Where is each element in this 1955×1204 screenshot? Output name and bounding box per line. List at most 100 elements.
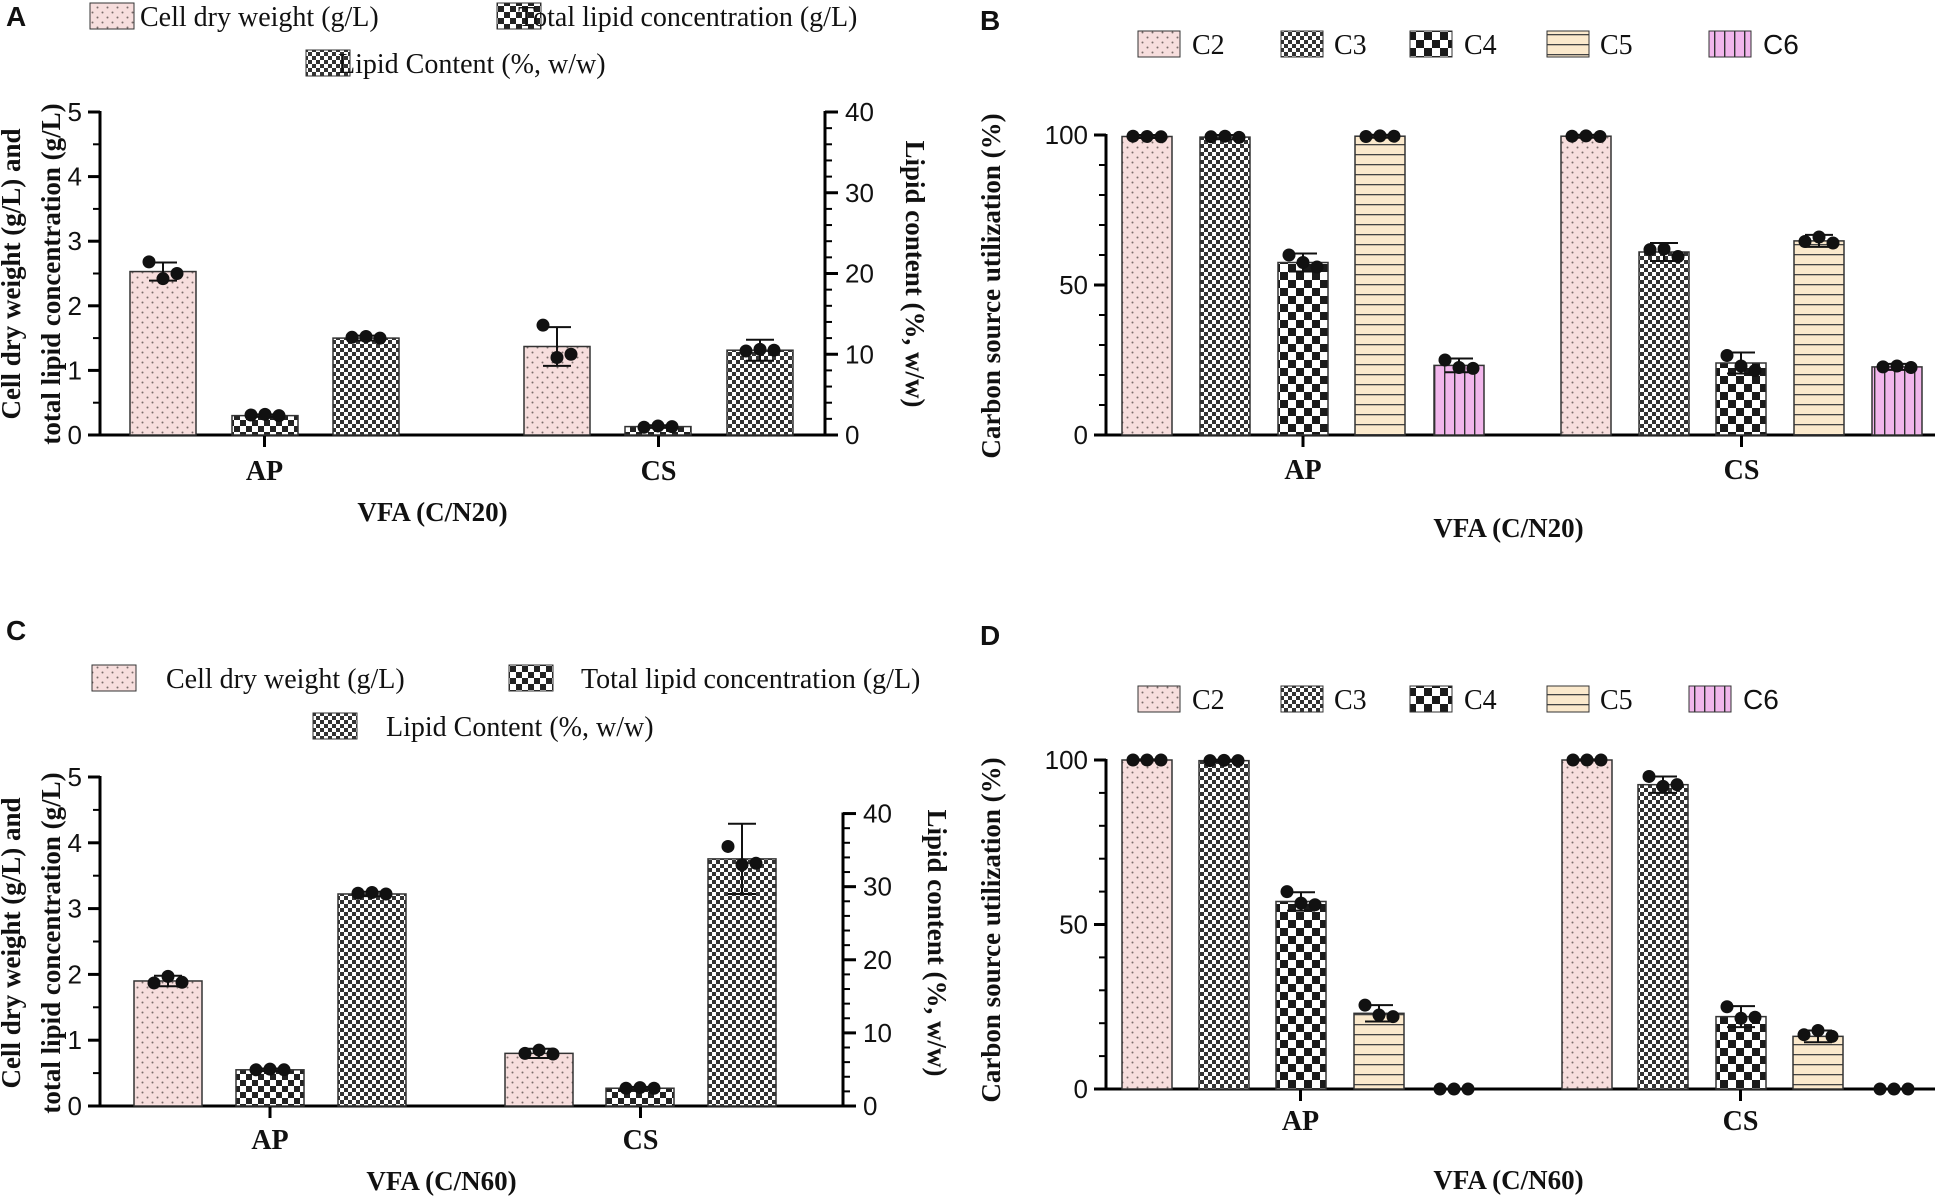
legend-label: C2 <box>1192 685 1225 716</box>
replicate-point <box>651 419 665 433</box>
x-category-label: AP <box>251 1125 288 1156</box>
legend-label: C5 <box>1600 30 1633 61</box>
replicate-point <box>1657 242 1671 256</box>
legend-swatch <box>1280 30 1324 58</box>
replicate-point <box>170 267 184 280</box>
replicate-point <box>1126 753 1140 767</box>
replicate-point <box>1643 243 1657 257</box>
replicate-point <box>1154 130 1168 144</box>
bar <box>1277 261 1329 436</box>
replicate-point <box>1126 129 1140 143</box>
y-axis-title-line: Cell dry weight (g/L) and <box>0 797 26 1088</box>
panel-letter: B <box>980 5 1000 36</box>
legend-swatch <box>1409 685 1453 713</box>
replicate-point <box>1466 361 1480 375</box>
y-right-tick-label: 10 <box>863 1018 892 1048</box>
replicate-point <box>647 1081 661 1095</box>
replicate-point <box>1204 130 1218 144</box>
replicate-point <box>1887 1082 1901 1096</box>
y-right-tick-label: 20 <box>845 259 874 289</box>
replicate-point <box>1890 359 1904 373</box>
legend-swatch <box>1688 685 1732 713</box>
replicate-point <box>258 407 272 421</box>
replicate-point <box>749 856 763 870</box>
y-tick-label: 100 <box>1045 120 1088 150</box>
replicate-point <box>1579 129 1593 143</box>
y-axis-title-line: total lipid concentration (g/L) <box>36 772 66 1113</box>
replicate-point <box>1720 1000 1734 1014</box>
bar <box>129 270 197 436</box>
x-category-label: CS <box>1724 455 1760 486</box>
bar <box>1637 783 1689 1090</box>
y-right-tick-label: 0 <box>863 1091 877 1121</box>
replicate-point <box>1811 1023 1825 1037</box>
bar <box>1871 366 1923 436</box>
replicate-point <box>1438 353 1452 367</box>
bar <box>133 980 203 1107</box>
bar <box>1275 900 1327 1090</box>
legend-label: C3 <box>1334 30 1367 61</box>
replicate-point <box>263 1062 277 1076</box>
legend-item: Total lipid concentration (g/L) <box>496 2 857 33</box>
bar <box>1715 1015 1767 1090</box>
y-right-tick-label: 20 <box>863 945 892 975</box>
legend-label: C2 <box>1192 30 1225 61</box>
bar <box>1793 240 1845 436</box>
replicate-point <box>1798 235 1812 248</box>
bar <box>1560 135 1612 436</box>
x-category-label: AP <box>1282 1106 1319 1137</box>
legend-label: Total lipid concentration (g/L) <box>581 664 920 695</box>
replicate-point <box>156 272 170 286</box>
legend-item: C3 <box>1280 30 1367 61</box>
bar <box>1121 135 1173 436</box>
y-right-tick-label: 0 <box>845 420 859 450</box>
x-axis-title: VFA (C/N20) <box>357 497 507 527</box>
bar <box>332 337 400 436</box>
panel-letter: C <box>6 615 26 646</box>
replicate-point <box>1748 364 1762 377</box>
replicate-point <box>1308 898 1322 912</box>
legend-item: Lipid Content (%, w/w) <box>305 49 606 80</box>
replicate-point <box>633 1081 647 1095</box>
legend-swatch <box>312 712 358 740</box>
legend-swatch <box>1137 30 1181 58</box>
bar <box>337 893 407 1107</box>
legend-item: C3 <box>1280 685 1367 716</box>
y-axis-title-line: Cell dry weight (g/L) and <box>0 128 26 419</box>
replicate-point <box>1565 129 1579 143</box>
legend-swatch <box>89 2 135 30</box>
x-axis-title: VFA (C/N60) <box>366 1166 516 1196</box>
replicate-point <box>550 350 564 364</box>
legend-label: Cell dry weight (g/L) <box>140 2 379 33</box>
legend-swatch <box>305 49 351 77</box>
replicate-point <box>1140 130 1154 143</box>
bar <box>1433 364 1485 436</box>
legend-label: C4 <box>1464 30 1497 61</box>
y-tick-label: 4 <box>68 162 82 192</box>
legend-item: Total lipid concentration (g/L) <box>508 664 920 695</box>
x-category-label: AP <box>1284 455 1321 486</box>
replicate-point <box>518 1046 532 1060</box>
replicate-point <box>1447 1082 1461 1096</box>
replicate-point <box>721 839 735 853</box>
replicate-point <box>1797 1028 1811 1042</box>
legend-label: C6 <box>1763 29 1799 60</box>
replicate-point <box>532 1043 546 1057</box>
legend-label: C5 <box>1600 685 1633 716</box>
legend-swatch <box>1137 685 1181 713</box>
legend-swatch <box>1708 30 1752 58</box>
legend-label: Total lipid concentration (g/L) <box>518 2 857 33</box>
x-axis-title: VFA (C/N60) <box>1433 1165 1583 1195</box>
replicate-point <box>1825 1029 1839 1043</box>
y-right-axis-title: Lipid content (%, w/w) <box>900 140 930 407</box>
replicate-point <box>1452 361 1466 374</box>
legend-swatch <box>1546 685 1590 713</box>
legend-item: C5 <box>1546 30 1633 61</box>
legend-item: Cell dry weight (g/L) <box>91 664 405 695</box>
bar <box>1638 251 1690 436</box>
legend-swatch <box>91 664 137 692</box>
y-tick-label: 100 <box>1045 745 1088 775</box>
replicate-point <box>1373 129 1387 143</box>
replicate-point <box>1387 129 1401 143</box>
